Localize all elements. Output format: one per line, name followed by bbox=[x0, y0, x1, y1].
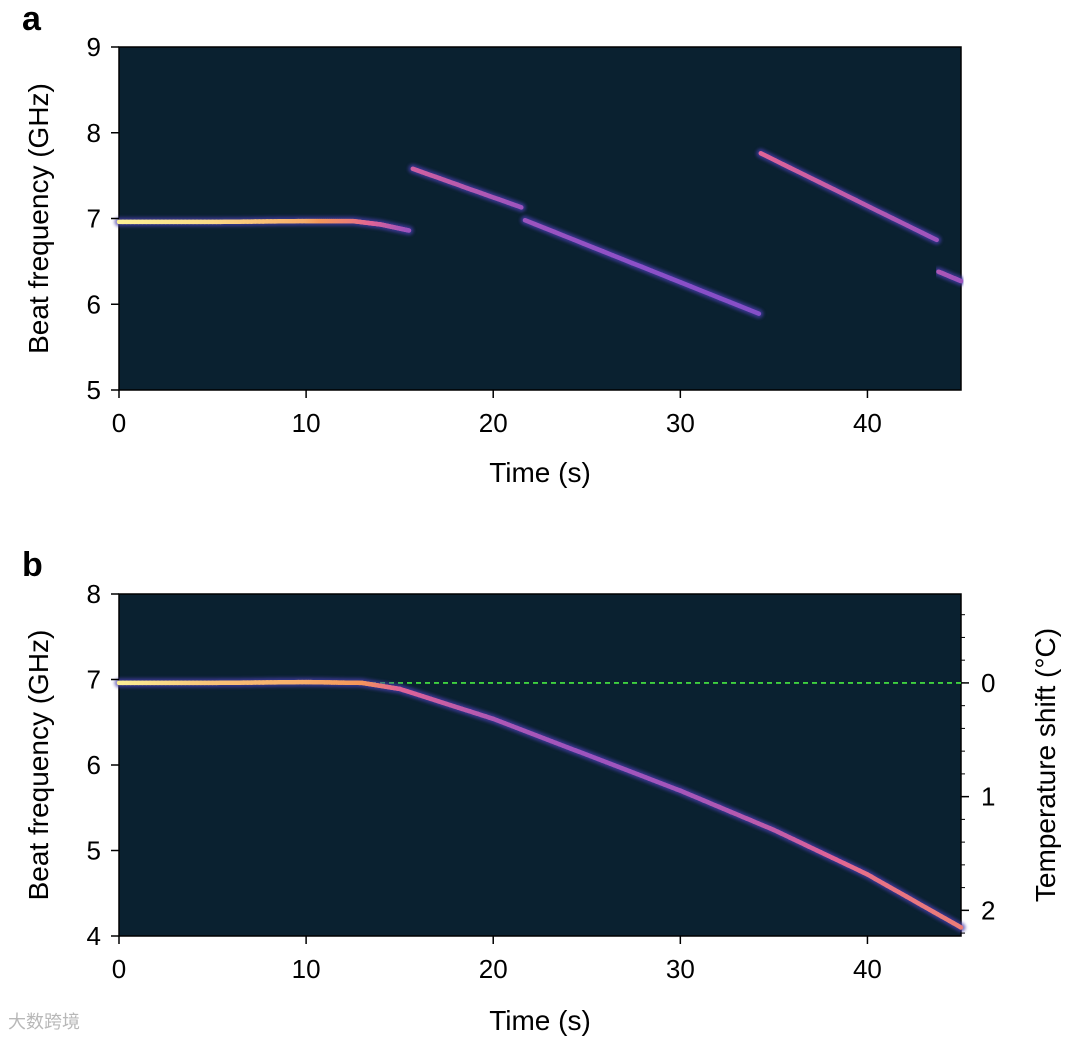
y-tick-label: 4 bbox=[87, 921, 101, 951]
x-tick-label: 20 bbox=[479, 954, 508, 984]
panel-b-x-axis-title: Time (s) bbox=[489, 1005, 591, 1036]
x-tick-label: 40 bbox=[853, 954, 882, 984]
y-tick-label: 8 bbox=[87, 118, 101, 148]
x-tick-label: 0 bbox=[112, 408, 126, 438]
panel-b-y-ticks: 4 5 6 7 8 bbox=[87, 579, 119, 951]
x-tick-label: 40 bbox=[853, 408, 882, 438]
y-tick-label: 6 bbox=[87, 289, 101, 319]
x-tick-label: 30 bbox=[666, 408, 695, 438]
x-tick-label: 0 bbox=[112, 954, 126, 984]
panel-a-label: a bbox=[22, 0, 42, 38]
panel-b-plot-area bbox=[119, 594, 961, 936]
x-tick-label: 20 bbox=[479, 408, 508, 438]
y2-tick-label: 2 bbox=[981, 895, 995, 925]
panel-b: b 0 10 20 30 40 4 5 6 7 8 0 1 2 Time (s) Beat freq… bbox=[22, 546, 1061, 1036]
panel-b-y-axis-title: Beat frequency (GHz) bbox=[23, 630, 54, 901]
y-tick-label: 7 bbox=[87, 204, 101, 234]
y-tick-label: 5 bbox=[87, 836, 101, 866]
series-segment bbox=[517, 206, 522, 208]
x-tick-label: 30 bbox=[666, 954, 695, 984]
y-tick-label: 8 bbox=[87, 579, 101, 609]
panel-b-y2-axis-title: Temperature shift (°C) bbox=[1030, 628, 1061, 902]
y2-tick-label: 0 bbox=[981, 668, 995, 698]
panel-a-y-axis-title: Beat frequency (GHz) bbox=[23, 83, 54, 354]
panel-a-x-axis-title: Time (s) bbox=[489, 457, 591, 488]
panel-b-y2-ticks: 0 1 2 bbox=[961, 615, 995, 933]
y-tick-label: 6 bbox=[87, 750, 101, 780]
watermark: 大数跨境 bbox=[8, 1008, 80, 1034]
series-segment bbox=[957, 925, 961, 927]
panel-b-x-ticks: 0 10 20 30 40 bbox=[112, 936, 882, 984]
panel-b-label: b bbox=[22, 546, 43, 584]
y-tick-label: 5 bbox=[87, 375, 101, 405]
y-tick-label: 9 bbox=[87, 32, 101, 62]
panel-a: a 0 10 20 30 40 5 6 7 8 9 Time (s) Beat frequenc… bbox=[22, 0, 961, 488]
x-tick-label: 10 bbox=[292, 954, 321, 984]
panel-a-x-ticks: 0 10 20 30 40 bbox=[112, 390, 882, 438]
y-tick-label: 7 bbox=[87, 665, 101, 695]
y2-tick-label: 1 bbox=[981, 782, 995, 812]
x-tick-label: 10 bbox=[292, 408, 321, 438]
panel-a-y-ticks: 5 6 7 8 9 bbox=[87, 32, 119, 405]
